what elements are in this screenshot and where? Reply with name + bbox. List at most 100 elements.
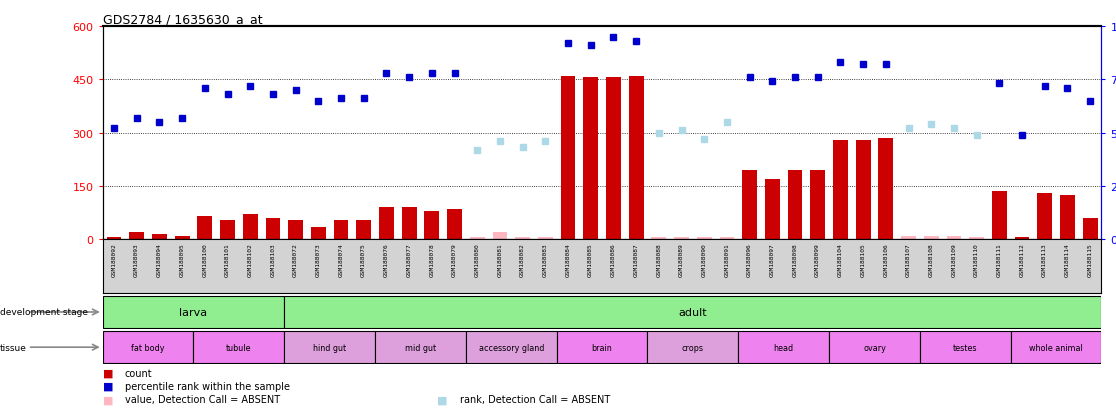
Bar	[606, 78, 620, 240]
Bar	[152, 234, 166, 240]
Bar	[1083, 218, 1097, 240]
Text: GSM188095: GSM188095	[180, 242, 184, 276]
Bar	[901, 236, 916, 240]
Text: GSM188081: GSM188081	[498, 242, 502, 276]
Text: GSM188094: GSM188094	[157, 242, 162, 276]
Bar	[696, 238, 712, 240]
Text: GSM188075: GSM188075	[362, 242, 366, 276]
Text: GSM188085: GSM188085	[588, 242, 594, 276]
Text: GSM188096: GSM188096	[747, 242, 752, 276]
Text: GSM188079: GSM188079	[452, 242, 458, 276]
Bar	[647, 331, 739, 363]
Bar	[103, 331, 193, 363]
Bar	[243, 215, 258, 240]
Bar	[516, 238, 530, 240]
Text: mid gut: mid gut	[405, 343, 436, 352]
Text: GSM188076: GSM188076	[384, 242, 389, 276]
Bar	[764, 179, 780, 240]
Text: GSM188112: GSM188112	[1020, 242, 1024, 276]
Text: value, Detection Call = ABSENT: value, Detection Call = ABSENT	[125, 394, 280, 404]
Text: GSM188104: GSM188104	[838, 242, 843, 276]
Bar	[742, 171, 757, 240]
Text: ■: ■	[103, 394, 113, 404]
Bar	[1011, 331, 1101, 363]
Text: GSM188084: GSM188084	[566, 242, 570, 276]
Bar	[538, 238, 552, 240]
Bar	[924, 236, 939, 240]
Text: GSM188091: GSM188091	[724, 242, 730, 276]
Bar	[946, 236, 961, 240]
Bar	[356, 220, 372, 240]
Bar	[829, 331, 920, 363]
Bar	[739, 331, 829, 363]
Bar	[129, 233, 144, 240]
Text: GSM188108: GSM188108	[929, 242, 934, 276]
Text: ■: ■	[103, 368, 113, 378]
Text: GSM188072: GSM188072	[294, 242, 298, 276]
Text: GSM188097: GSM188097	[770, 242, 775, 276]
Text: rank, Detection Call = ABSENT: rank, Detection Call = ABSENT	[460, 394, 610, 404]
Text: GSM188074: GSM188074	[338, 242, 344, 276]
Text: count: count	[125, 368, 153, 378]
Bar	[878, 138, 893, 240]
Text: larva: larva	[180, 307, 208, 317]
Bar	[379, 208, 394, 240]
Text: tubule: tubule	[227, 343, 251, 352]
Bar	[628, 76, 644, 240]
Bar	[334, 220, 348, 240]
Text: crops: crops	[682, 343, 704, 352]
Bar	[1014, 238, 1029, 240]
Text: GSM188087: GSM188087	[634, 242, 638, 276]
Text: head: head	[773, 343, 793, 352]
Text: GSM188088: GSM188088	[656, 242, 662, 276]
Bar	[285, 296, 1101, 328]
Bar	[424, 211, 440, 240]
Bar	[788, 171, 802, 240]
Bar	[285, 331, 375, 363]
Text: hind gut: hind gut	[314, 343, 346, 352]
Text: GSM188078: GSM188078	[430, 242, 434, 276]
Bar	[856, 140, 870, 240]
Text: GSM188098: GSM188098	[792, 242, 798, 276]
Text: development stage: development stage	[0, 308, 88, 317]
Bar	[470, 238, 484, 240]
Text: GSM188103: GSM188103	[270, 242, 276, 276]
Bar	[970, 238, 984, 240]
Text: whole animal: whole animal	[1029, 343, 1083, 352]
Bar	[198, 216, 212, 240]
Text: fat body: fat body	[132, 343, 165, 352]
Bar	[810, 171, 825, 240]
Text: testes: testes	[953, 343, 978, 352]
Bar	[103, 296, 285, 328]
Text: GSM188080: GSM188080	[474, 242, 480, 276]
Bar	[448, 209, 462, 240]
Bar	[107, 238, 122, 240]
Text: tissue: tissue	[0, 343, 27, 352]
Bar	[674, 238, 689, 240]
Bar	[375, 331, 465, 363]
Text: ■: ■	[437, 394, 448, 404]
Text: accessory gland: accessory gland	[479, 343, 543, 352]
Text: GSM188100: GSM188100	[202, 242, 208, 276]
Bar	[1060, 195, 1075, 240]
Text: GSM188089: GSM188089	[679, 242, 684, 276]
Bar	[1038, 193, 1052, 240]
Text: GSM188077: GSM188077	[406, 242, 412, 276]
Text: GSM188109: GSM188109	[952, 242, 956, 276]
Text: GSM188083: GSM188083	[542, 242, 548, 276]
Text: GSM188101: GSM188101	[225, 242, 230, 276]
Bar	[560, 76, 576, 240]
Text: percentile rank within the sample: percentile rank within the sample	[125, 381, 290, 391]
Bar	[920, 331, 1011, 363]
Text: GSM188107: GSM188107	[906, 242, 911, 276]
Bar	[720, 238, 734, 240]
Text: ■: ■	[103, 381, 113, 391]
Text: GSM188099: GSM188099	[815, 242, 820, 276]
Bar	[557, 331, 647, 363]
Text: GSM188093: GSM188093	[134, 242, 140, 276]
Text: GSM188102: GSM188102	[248, 242, 252, 276]
Bar	[266, 218, 280, 240]
Bar	[584, 78, 598, 240]
Text: GDS2784 / 1635630_a_at: GDS2784 / 1635630_a_at	[103, 13, 262, 26]
Bar	[465, 331, 557, 363]
